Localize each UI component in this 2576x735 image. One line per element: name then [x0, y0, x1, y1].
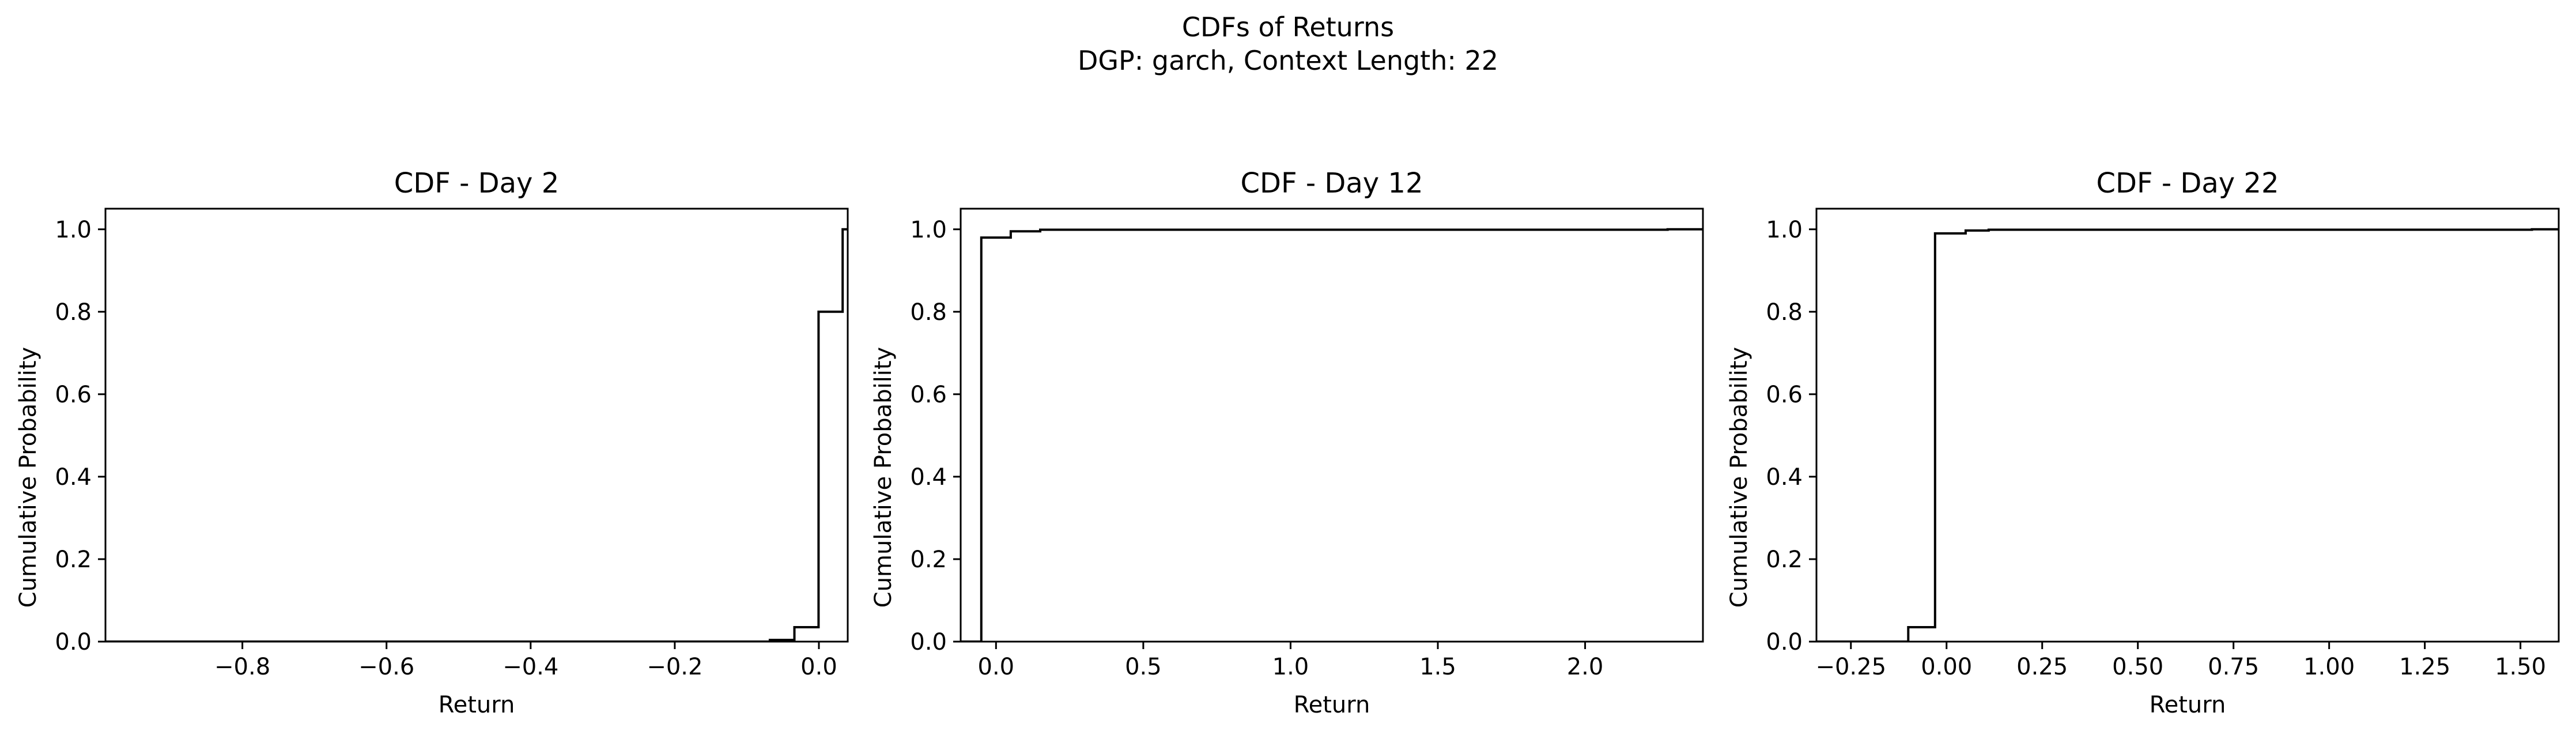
x-tick-label: 2.0 — [1567, 654, 1604, 680]
x-tick-label: 0.5 — [1125, 654, 1162, 680]
y-tick-label: 0.2 — [1766, 546, 1803, 573]
axes-frame — [960, 208, 1704, 643]
y-tick-label: 0.0 — [910, 629, 947, 655]
cdf-panel-day-2: CDF - Day 2 Return Cumulative Probabilit… — [15, 167, 849, 718]
y-tick-label: 0.4 — [55, 464, 92, 491]
x-tick-label: 0.00 — [1921, 654, 1972, 680]
axes-frame — [104, 208, 849, 643]
cdf-step-line — [1816, 228, 2559, 642]
x-axis-label: Return — [1294, 692, 1370, 718]
x-tick-label: 1.50 — [2495, 654, 2546, 680]
axes-frame — [1815, 208, 2560, 643]
x-tick-label: −0.8 — [214, 654, 270, 680]
y-tick-label: 0.0 — [1766, 629, 1803, 655]
y-tick-label: 0.6 — [55, 382, 92, 408]
y-tick-label: 0.6 — [1766, 382, 1803, 408]
figure-subtitle: DGP: garch, Context Length: 22 — [1078, 45, 1498, 76]
cdf-step-line — [961, 228, 1703, 642]
y-axis-label: Cumulative Probability — [15, 347, 41, 608]
x-tick-label: −0.25 — [1815, 654, 1886, 680]
y-tick-label: 0.6 — [910, 382, 947, 408]
cdf-panel-day-12: CDF - Day 12 Return Cumulative Probabili… — [870, 167, 1704, 718]
panel-title: CDF - Day 2 — [394, 167, 560, 199]
x-tick-label: −0.6 — [358, 654, 414, 680]
x-tick-label: 1.0 — [1272, 654, 1309, 680]
y-tick-label: 0.2 — [55, 546, 92, 573]
x-tick-label: 0.0 — [978, 654, 1015, 680]
x-tick-label: 1.25 — [2399, 654, 2450, 680]
x-axis-label: Return — [2150, 692, 2226, 718]
figure-title: CDFs of Returns — [1182, 12, 1394, 43]
cdf-step-line — [105, 228, 848, 642]
x-tick-label: 0.0 — [800, 654, 837, 680]
panel-title: CDF - Day 12 — [1240, 167, 1423, 199]
y-tick-label: 0.4 — [910, 464, 947, 491]
x-tick-label: 1.5 — [1419, 654, 1456, 680]
y-tick-label: 0.8 — [1766, 299, 1803, 326]
y-tick-label: 1.0 — [55, 217, 92, 243]
x-tick-label: −0.4 — [503, 654, 558, 680]
y-tick-label: 1.0 — [1766, 217, 1803, 243]
x-tick-label: −0.2 — [647, 654, 702, 680]
x-tick-label: 0.75 — [2208, 654, 2259, 680]
y-tick-label: 0.0 — [55, 629, 92, 655]
y-tick-label: 0.8 — [55, 299, 92, 326]
cdf-panel-day-22: CDF - Day 22 Return Cumulative Probabili… — [1726, 167, 2560, 718]
x-tick-label: 0.25 — [2016, 654, 2068, 680]
x-axis-label: Return — [439, 692, 515, 718]
y-axis-label: Cumulative Probability — [870, 347, 897, 608]
y-tick-label: 0.2 — [910, 546, 947, 573]
x-tick-label: 1.00 — [2303, 654, 2355, 680]
y-axis-label: Cumulative Probability — [1726, 347, 1752, 608]
y-tick-label: 0.8 — [910, 299, 947, 326]
panel-title: CDF - Day 22 — [2096, 167, 2279, 199]
x-tick-label: 0.50 — [2112, 654, 2163, 680]
y-tick-label: 1.0 — [910, 217, 947, 243]
y-tick-label: 0.4 — [1766, 464, 1803, 491]
